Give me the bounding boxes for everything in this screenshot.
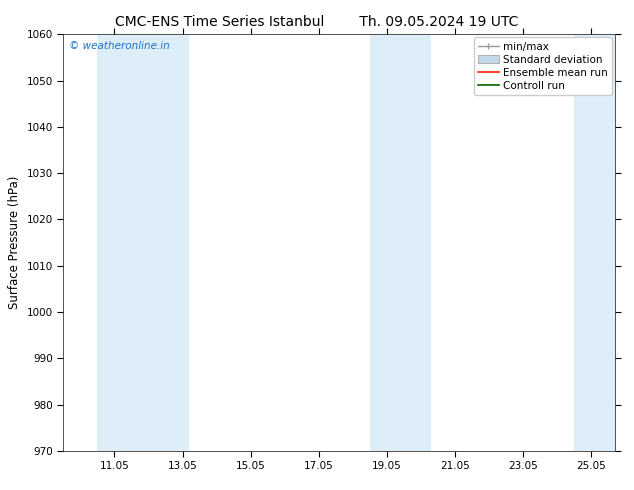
Legend: min/max, Standard deviation, Ensemble mean run, Controll run: min/max, Standard deviation, Ensemble me… [474,37,612,95]
Text: CMC-ENS Time Series Istanbul        Th. 09.05.2024 19 UTC: CMC-ENS Time Series Istanbul Th. 09.05.2… [115,15,519,29]
Bar [148,34,190,451]
Bar [574,34,615,451]
Bar [404,34,431,451]
Y-axis label: Surface Pressure (hPa): Surface Pressure (hPa) [8,176,21,309]
Text: © weatheronline.in: © weatheronline.in [69,41,170,50]
Bar [370,34,404,451]
Bar [98,34,148,451]
